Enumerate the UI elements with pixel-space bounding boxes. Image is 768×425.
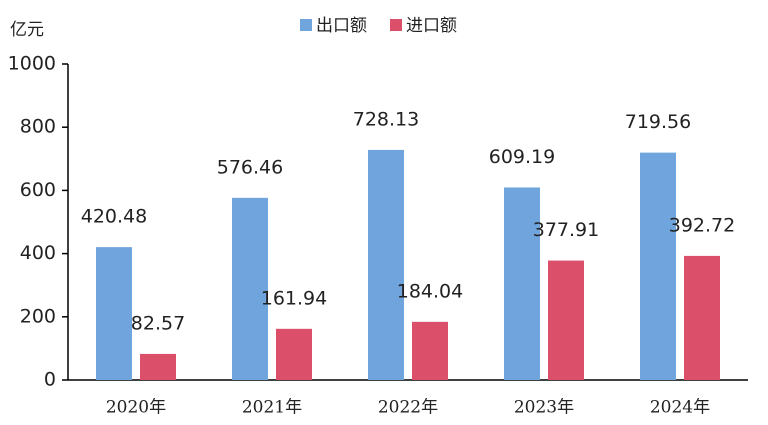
x-tick-label: 2022年 <box>378 398 438 418</box>
legend-swatch <box>300 19 312 31</box>
x-tick-label: 2024年 <box>650 398 710 418</box>
legend-label: 进口额 <box>406 16 457 36</box>
legend-swatch <box>390 19 402 31</box>
data-label: 609.19 <box>489 146 555 168</box>
x-tick-label: 2023年 <box>514 398 574 418</box>
y-tick-label: 600 <box>20 179 56 201</box>
y-axis-label: 亿元 <box>10 20 44 40</box>
data-label: 728.13 <box>353 108 419 130</box>
y-tick-label: 0 <box>44 369 56 391</box>
data-label: 420.48 <box>81 206 147 228</box>
bar <box>684 255 720 380</box>
data-label: 184.04 <box>397 280 463 302</box>
data-label: 161.94 <box>261 287 327 309</box>
y-tick-label: 200 <box>20 305 56 327</box>
y-tick-label: 800 <box>20 116 56 138</box>
bar <box>140 353 176 380</box>
bar <box>276 328 312 380</box>
bar <box>504 187 540 380</box>
y-tick-label: 1000 <box>8 53 56 75</box>
data-label: 576.46 <box>217 156 283 178</box>
bar <box>96 247 132 380</box>
data-label: 392.72 <box>669 214 735 236</box>
bar <box>368 149 404 380</box>
legend-label: 出口额 <box>316 16 367 36</box>
data-label: 377.91 <box>533 219 599 241</box>
x-tick-label: 2021年 <box>242 398 302 418</box>
bar <box>232 197 268 380</box>
data-label: 719.56 <box>625 111 691 133</box>
x-tick-label: 2020年 <box>106 398 166 418</box>
bar <box>548 260 584 380</box>
y-tick-label: 400 <box>20 242 56 264</box>
bar <box>640 152 676 380</box>
data-label: 82.57 <box>131 312 185 334</box>
bar <box>412 321 448 380</box>
